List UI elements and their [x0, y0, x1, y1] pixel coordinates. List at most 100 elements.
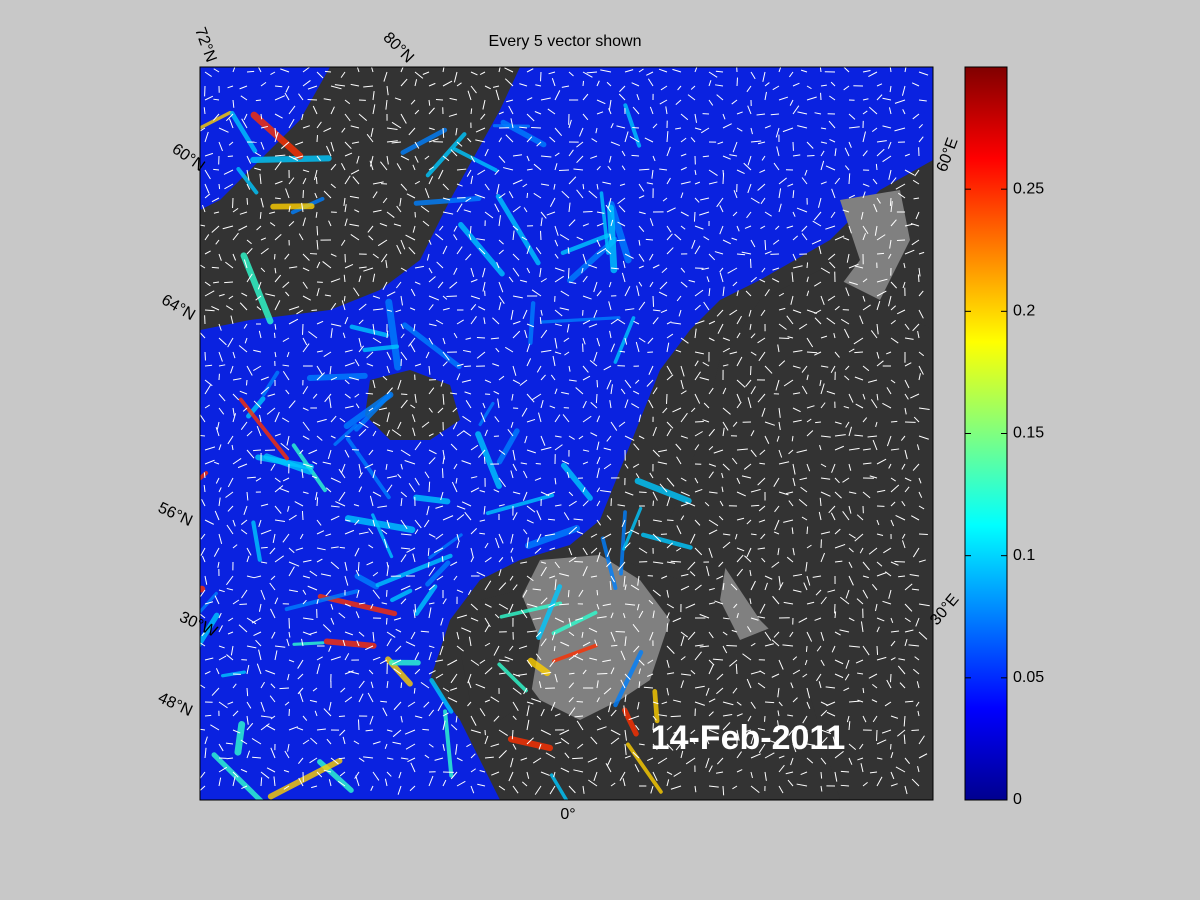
current-vector: [475, 139, 486, 143]
current-vector: [400, 113, 407, 124]
current-vector: [904, 223, 913, 227]
current-vector: [490, 696, 500, 703]
current-vector: [265, 724, 276, 731]
current-vector: [455, 715, 458, 723]
current-vector: [889, 239, 892, 249]
current-vector: [890, 219, 897, 227]
current-vector: [442, 361, 448, 367]
current-vector: [512, 715, 517, 721]
current-vector: [848, 281, 858, 286]
current-vector: [561, 391, 570, 395]
current-vector: [540, 671, 552, 675]
current-vector: [820, 736, 828, 745]
current-vector: [736, 290, 739, 297]
current-vector: [440, 617, 444, 626]
current-vector: [791, 272, 794, 283]
current-vector: [287, 505, 290, 512]
current-vector: [400, 533, 412, 536]
current-vector: [876, 278, 888, 283]
current-vector: [736, 477, 741, 484]
current-vector: [666, 623, 669, 633]
current-vector: [339, 771, 346, 777]
current-vector: [428, 457, 436, 465]
current-vector: [424, 155, 430, 160]
current-vector: [498, 155, 506, 163]
current-vector: [848, 126, 860, 129]
current-vector: [533, 192, 542, 199]
current-vector: [582, 400, 587, 409]
current-vector: [253, 400, 262, 409]
current-vector: [624, 729, 627, 741]
current-vector: [425, 351, 430, 359]
current-vector: [302, 281, 308, 289]
current-vector: [358, 266, 367, 269]
current-vector: [736, 713, 743, 717]
current-vector: [218, 364, 226, 367]
colorbar-tick-label: 0.15: [1013, 425, 1044, 442]
current-vector: [804, 659, 808, 666]
current-vector: [647, 757, 654, 762]
current-vector: [722, 407, 731, 415]
current-vector: [409, 785, 416, 792]
current-vector: [414, 79, 418, 87]
current-vector: [690, 729, 696, 734]
current-vector: [722, 286, 725, 297]
current-vector: [218, 323, 222, 331]
current-vector: [477, 783, 486, 787]
current-vector: [855, 659, 864, 664]
current-vector: [302, 343, 310, 353]
current-vector: [862, 589, 869, 599]
current-vector: [540, 435, 546, 446]
current-vector: [255, 99, 262, 102]
current-vector: [330, 253, 337, 257]
current-vector: [484, 756, 494, 759]
current-vector: [680, 573, 689, 577]
current-vector: [876, 489, 886, 493]
current-vector: [214, 510, 220, 521]
current-vector: [660, 85, 668, 91]
current-vector: [400, 449, 411, 457]
current-vector: [509, 575, 514, 581]
current-vector: [834, 631, 841, 636]
current-vector: [624, 584, 627, 591]
current-vector: [576, 531, 584, 535]
current-vector: [624, 542, 631, 549]
current-vector: [806, 743, 816, 746]
current-vector: [757, 682, 766, 689]
current-vector: [820, 160, 825, 171]
current-vector: [218, 743, 224, 752]
current-vector: [218, 777, 222, 787]
current-vector: [672, 617, 682, 623]
current-vector: [498, 67, 501, 73]
current-vector: [774, 505, 780, 513]
current-vector: [463, 209, 472, 213]
current-vector: [353, 740, 360, 745]
current-vector: [676, 295, 682, 302]
current-vector: [442, 295, 448, 300]
colorbar-tick-label: 0.25: [1013, 180, 1044, 197]
current-vector: [868, 673, 878, 679]
current-vector: [830, 365, 836, 374]
current-vector: [731, 237, 738, 241]
current-vector: [876, 197, 881, 204]
current-vector: [834, 305, 840, 311]
current-vector: [680, 635, 685, 647]
current-vector: [736, 491, 746, 497]
current-vector: [721, 486, 724, 493]
current-vector: [617, 319, 626, 325]
current-vector: [467, 701, 472, 707]
current-vector: [658, 714, 668, 717]
current-vector: [540, 561, 547, 564]
current-vector: [554, 713, 561, 717]
current-vector: [338, 757, 346, 760]
current-vector: [764, 239, 767, 251]
current-vector: [608, 197, 612, 208]
current-vector: [470, 768, 476, 773]
current-vector: [854, 376, 864, 381]
current-vector: [716, 575, 724, 580]
current-vector: [323, 190, 332, 199]
current-vector: [825, 165, 836, 171]
current-vector: [806, 141, 814, 149]
current-vector: [358, 486, 363, 493]
current-vector: [800, 486, 808, 493]
